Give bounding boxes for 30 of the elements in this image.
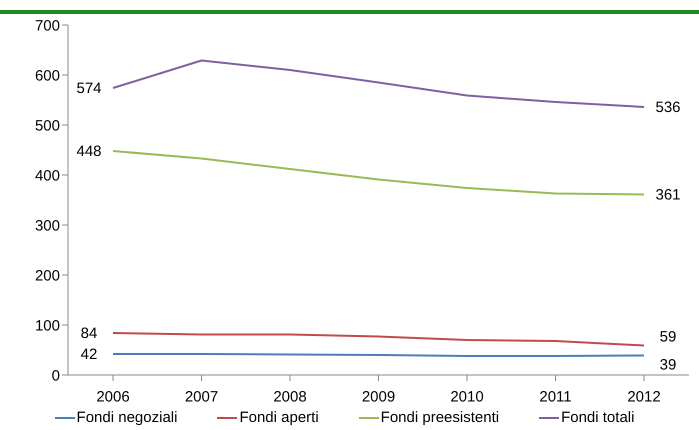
line-series [112, 60, 645, 108]
legend-label: Fondi totali [560, 409, 634, 426]
data-label: 84 [80, 325, 98, 342]
y-tick-label: 100 [34, 317, 60, 334]
line-series [112, 332, 645, 346]
y-tick-label: 400 [34, 167, 60, 184]
data-label: 39 [660, 356, 676, 374]
x-tick-label: 2012 [627, 388, 661, 406]
y-tick-label: 700 [34, 17, 60, 34]
data-label: 59 [660, 328, 676, 346]
data-label: 361 [655, 186, 681, 204]
data-label: 42 [80, 346, 98, 363]
x-tick-label: 2007 [184, 388, 218, 406]
x-tick-label: 2009 [362, 388, 396, 406]
y-tick-label: 0 [52, 367, 60, 384]
x-tick-label: 2006 [96, 388, 130, 406]
data-label: 574 [76, 80, 102, 97]
legend-label: Fondi preesistenti [380, 409, 500, 426]
y-tick-label: 500 [34, 117, 60, 134]
legend-label: Fondi aperti [238, 409, 319, 426]
data-label: 536 [655, 99, 681, 116]
x-tick-label: 2008 [273, 388, 307, 406]
x-tick-label: 2010 [450, 388, 484, 406]
data-label: 448 [76, 143, 102, 160]
y-tick-label: 600 [34, 67, 60, 84]
y-tick-label: 300 [34, 217, 60, 234]
legend-label: Fondi negoziali [76, 409, 178, 426]
line-series [112, 150, 645, 196]
y-tick-label: 200 [34, 267, 60, 284]
x-tick-label: 2011 [539, 388, 572, 406]
